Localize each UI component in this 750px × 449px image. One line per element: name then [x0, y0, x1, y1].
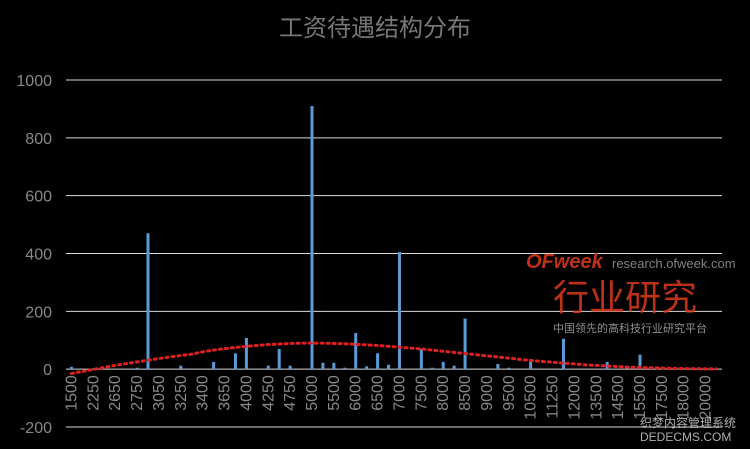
- y-tick-label: 200: [25, 304, 52, 321]
- watermark-footer: 织梦内容管理系统: [640, 415, 736, 430]
- bar: [266, 365, 270, 370]
- y-tick-label: 0: [43, 362, 52, 379]
- bar: [452, 365, 456, 370]
- bar: [146, 233, 150, 370]
- bar: [376, 353, 380, 370]
- y-tick-label: 1000: [16, 73, 52, 90]
- y-tick-label: 800: [25, 131, 52, 148]
- x-tick-label: 4750: [282, 375, 299, 411]
- watermark: OFweek research.ofweek.com 行业研究 中国领先的高科技…: [526, 251, 736, 444]
- x-tick-label: 7500: [413, 375, 430, 411]
- bar: [397, 252, 401, 370]
- x-tick-label: 8500: [457, 375, 474, 411]
- x-tick-label: 15500: [632, 375, 649, 420]
- bar: [387, 364, 391, 370]
- plot: -200 0 200 400 600 800 1000 1500 2250 2650 2750 305…: [16, 73, 722, 437]
- x-tick-label: 13500: [588, 375, 605, 420]
- bar: [310, 106, 314, 370]
- bar: [212, 361, 216, 370]
- bar: [288, 365, 292, 370]
- x-tick-label: 6500: [370, 375, 387, 411]
- x-tick-label: 3250: [173, 375, 190, 411]
- trendline: [69, 341, 719, 376]
- watermark-brand: OFweek: [526, 251, 604, 273]
- x-tick-label: 3050: [151, 375, 168, 411]
- bar: [179, 365, 183, 370]
- x-tick-label: 6000: [348, 375, 365, 411]
- watermark-url: research.ofweek.com: [612, 256, 736, 271]
- bar: [419, 348, 423, 370]
- bar: [638, 354, 642, 370]
- bar: [321, 362, 325, 370]
- x-tick-label: 14500: [610, 375, 627, 420]
- bar: [343, 367, 347, 370]
- bar: [430, 367, 434, 370]
- bar: [441, 361, 445, 370]
- x-tick-label: 3650: [217, 375, 234, 411]
- x-tick-label: 5000: [304, 375, 321, 411]
- watermark-heading: 行业研究: [553, 277, 697, 318]
- bar: [365, 366, 369, 370]
- y-tick-label: 400: [25, 247, 52, 264]
- bar: [332, 362, 336, 370]
- x-tick-label: 8000: [435, 375, 452, 411]
- x-tick-label: 17500: [654, 375, 671, 420]
- x-tick-label: 3400: [195, 375, 212, 411]
- bar: [69, 366, 73, 370]
- x-tick-label: 4000: [238, 375, 255, 411]
- bar: [244, 337, 248, 370]
- chart-title: 工资待遇结构分布: [279, 15, 471, 42]
- bar: [496, 363, 500, 370]
- bar: [135, 367, 139, 370]
- x-tick-label: 9000: [479, 375, 496, 411]
- x-tick-label: 2250: [85, 375, 102, 411]
- watermark-footer: DEDECMS.COM: [640, 430, 731, 444]
- x-tick-label: 11250: [545, 375, 562, 418]
- x-tick-label: 5500: [326, 375, 343, 411]
- x-tick-label: 20000: [698, 375, 715, 420]
- x-tick-label: 4250: [260, 375, 277, 411]
- x-tick-label: 9500: [501, 375, 518, 411]
- x-tick-label: 7000: [391, 375, 408, 411]
- bar: [529, 359, 533, 370]
- x-tick-label: 2650: [107, 375, 124, 411]
- x-tick-label: 12000: [566, 375, 583, 420]
- x-tick-label: 10500: [523, 375, 540, 420]
- y-tick-label: 600: [25, 189, 52, 206]
- y-tick-label: -200: [20, 420, 52, 437]
- x-tick-label: 1500: [63, 375, 80, 411]
- bar: [277, 348, 281, 370]
- watermark-tagline: 中国领先的高科技行业研究平台: [553, 321, 707, 335]
- x-tick-label: 2750: [129, 375, 146, 411]
- bar: [507, 367, 511, 370]
- bar: [561, 338, 565, 370]
- bar: [233, 353, 237, 370]
- x-tick-label: 18000: [676, 375, 693, 420]
- bar: [463, 318, 467, 370]
- bar: [354, 333, 358, 370]
